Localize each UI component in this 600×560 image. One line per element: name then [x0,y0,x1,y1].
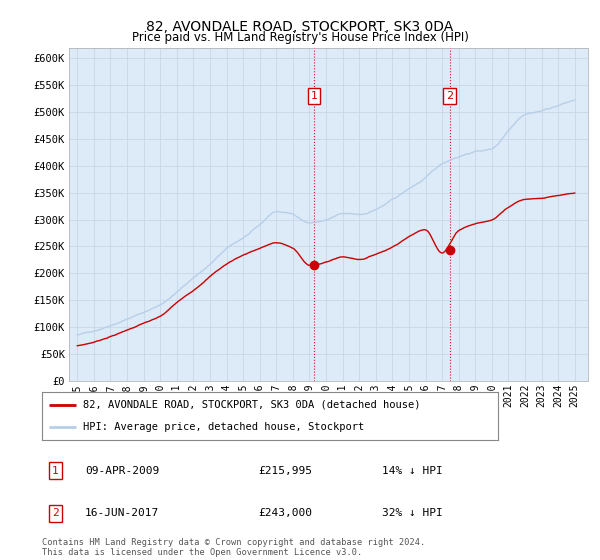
Text: 2: 2 [446,91,453,101]
Text: Contains HM Land Registry data © Crown copyright and database right 2024.
This d: Contains HM Land Registry data © Crown c… [42,538,425,557]
Text: 32% ↓ HPI: 32% ↓ HPI [382,508,443,519]
Text: 82, AVONDALE ROAD, STOCKPORT, SK3 0DA: 82, AVONDALE ROAD, STOCKPORT, SK3 0DA [146,20,454,34]
Text: 82, AVONDALE ROAD, STOCKPORT, SK3 0DA (detached house): 82, AVONDALE ROAD, STOCKPORT, SK3 0DA (d… [83,400,421,410]
Text: Price paid vs. HM Land Registry's House Price Index (HPI): Price paid vs. HM Land Registry's House … [131,31,469,44]
Text: £243,000: £243,000 [258,508,312,519]
Text: 1: 1 [310,91,317,101]
Text: 1: 1 [52,466,59,476]
Text: HPI: Average price, detached house, Stockport: HPI: Average price, detached house, Stoc… [83,422,364,432]
Text: 16-JUN-2017: 16-JUN-2017 [85,508,160,519]
Text: 2: 2 [52,508,59,519]
Text: 14% ↓ HPI: 14% ↓ HPI [382,466,443,476]
Text: 09-APR-2009: 09-APR-2009 [85,466,160,476]
Text: £215,995: £215,995 [258,466,312,476]
